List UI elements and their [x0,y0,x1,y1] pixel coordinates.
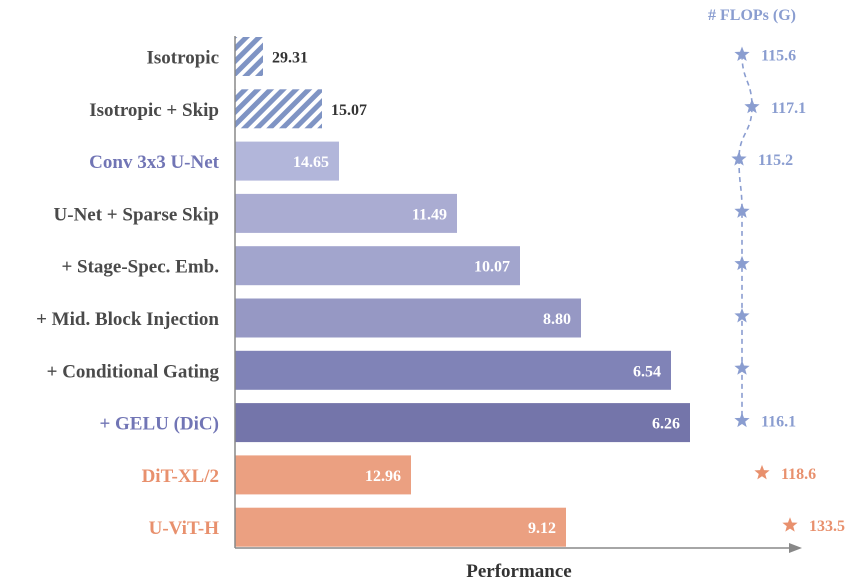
value-label-3: 14.65 [293,154,329,171]
bar-7 [235,350,671,390]
bar-4 [235,193,457,233]
value-label-2: 15.07 [331,102,367,119]
value-label-10: 9.12 [528,520,556,537]
flops-star-3 [731,151,747,166]
bar-3 [235,141,339,181]
category-label-6: + Mid. Block Injection [36,309,219,330]
flops-label-1: 115.6 [761,48,796,65]
category-label-9: DiT-XL/2 [142,466,219,487]
bar-8 [235,403,690,443]
flops-label-10: 133.5 [809,518,845,535]
flops-star-4 [734,203,750,218]
flops-label-3: 115.2 [758,152,793,169]
category-label-4: U-Net + Sparse Skip [54,204,219,225]
flops-layer: 115.6 117.1 115.2 116.1 118.6 133.5 [731,46,845,535]
bar-10 [235,507,566,547]
bar-1 [235,37,263,76]
flops-label-9: 118.6 [781,466,816,483]
value-label-7: 6.54 [633,363,661,380]
flops-label-2: 117.1 [771,100,806,117]
flops-label-8: 116.1 [761,414,796,431]
bars-layer: Isotropic 29.31 Isotropic + Skip 15.07 Conv … [36,37,690,547]
flops-star-5 [734,255,750,271]
category-label-3: Conv 3x3 U-Net [89,152,219,173]
bar-2 [235,89,322,129]
bar-5 [235,246,520,286]
value-label-9: 12.96 [365,468,401,485]
x-axis-arrowhead [789,543,802,553]
category-label-1: Isotropic [147,48,219,69]
category-label-5: + Stage-Spec. Emb. [61,257,219,278]
value-label-8: 6.26 [652,416,680,433]
flops-star-6 [734,308,750,323]
bar-9 [235,455,411,495]
value-label-4: 11.49 [412,206,447,223]
flops-star-7 [734,360,750,375]
x-axis-title: Performance [466,561,572,582]
flops-star-2 [744,98,760,114]
value-label-1: 29.31 [272,50,308,67]
category-label-2: Isotropic + Skip [89,100,219,121]
bar-6 [235,298,581,338]
category-label-10: U-ViT-H [149,518,220,539]
flops-star-10 [782,517,798,532]
value-label-5: 10.07 [474,259,510,276]
flops-title: # FLOPs (G) [708,7,796,24]
category-label-7: + Conditional Gating [47,361,220,382]
value-label-6: 8.80 [543,311,571,328]
flops-star-8 [734,412,750,428]
category-label-8: + GELU (DiC) [99,414,219,435]
flops-star-1 [734,46,750,61]
flops-star-9 [754,464,770,480]
